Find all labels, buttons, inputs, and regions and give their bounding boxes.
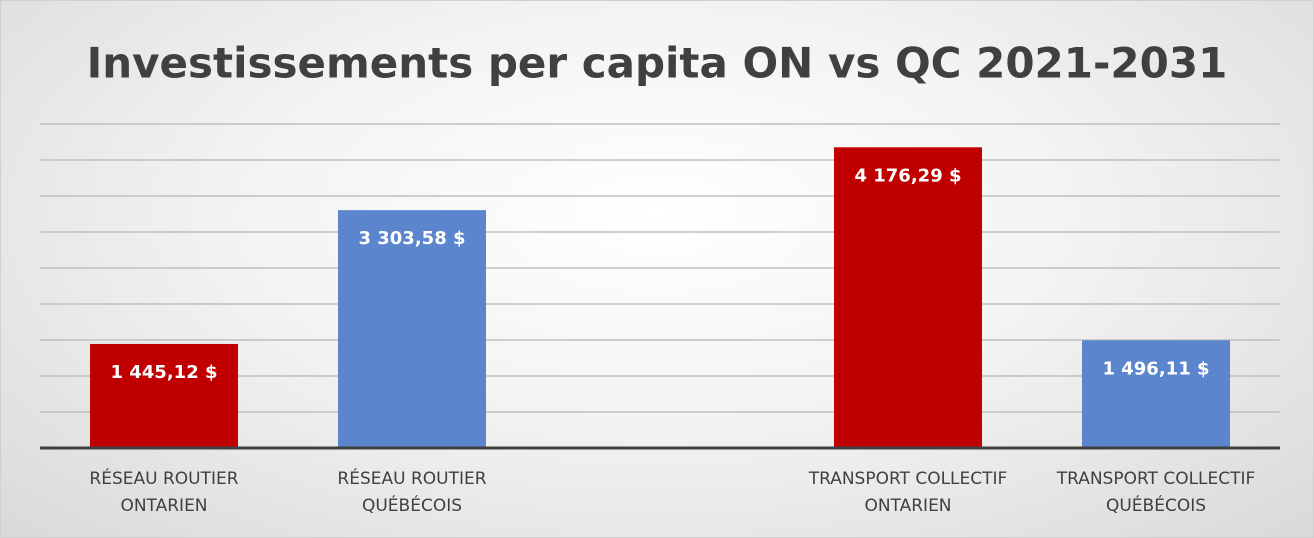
x-tick-label: RÉSEAU ROUTIER QUÉBÉCOIS [337, 469, 487, 516]
data-label: 1 445,12 $ [110, 362, 217, 383]
data-label: 4 176,29 $ [854, 165, 961, 186]
data-label: 1 496,11 $ [1102, 358, 1209, 379]
x-tick-label: TRANSPORT COLLECTIF ONTARIEN [808, 469, 1008, 516]
x-tick-label: RÉSEAU ROUTIER ONTARIEN [89, 469, 239, 516]
bar [834, 147, 982, 448]
data-label: 3 303,58 $ [358, 228, 465, 249]
bar [90, 343, 238, 448]
chart-title: Investissements per capita ON vs QC 2021… [87, 39, 1228, 88]
x-tick-label: TRANSPORT COLLECTIF QUÉBÉCOIS [1056, 469, 1256, 516]
bar [338, 210, 486, 448]
bar [1082, 340, 1230, 448]
